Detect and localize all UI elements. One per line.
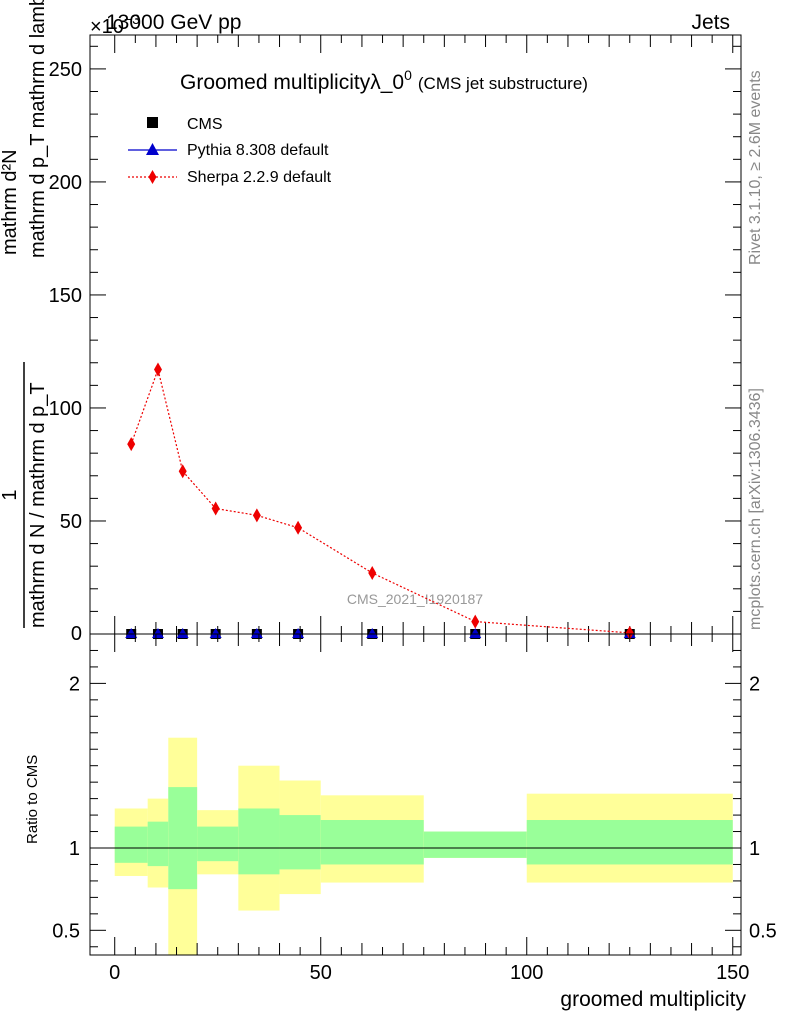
exponent-label: ×10−3	[90, 11, 140, 38]
ratio-y-tick-label: 2	[69, 673, 80, 695]
mcplots-label: mcplots.cern.ch [arXiv:1306.3436]	[747, 388, 764, 630]
pythia-point	[469, 628, 482, 638]
ratio-y-tick-label-right: 2	[749, 673, 760, 695]
chart-title-sup: 0	[404, 67, 412, 83]
sherpa-point	[252, 508, 261, 523]
ratio-inner-band	[168, 787, 198, 890]
x-tick-label: 150	[716, 962, 749, 984]
exponent-power: −3	[124, 11, 140, 27]
pythia-point	[151, 628, 164, 638]
main-y-tick-label: 100	[49, 398, 82, 420]
main-y-axis-label: 1 mathrm d²N mathrm d p_T mathrm d lambd…	[0, 0, 49, 628]
ratio-inner-band	[114, 826, 148, 863]
legend-item-cms: CMS	[147, 116, 223, 133]
sherpa-point	[368, 565, 377, 580]
main-y-tick-label-zero: 0	[71, 623, 82, 645]
ratio-y-tick-labels: 0.5 0.5 1 1 2 2	[52, 673, 777, 942]
legend-item-sherpa: Sherpa 2.2.9 default	[128, 169, 332, 186]
main-y-tick-label: 50	[60, 511, 82, 533]
y-label-fraction-one: 1	[0, 489, 21, 500]
sherpa-point	[178, 464, 187, 479]
legend: CMS Pythia 8.308 default Sherpa 2.2.9 de…	[128, 116, 332, 186]
x-tick-label: 0	[109, 962, 120, 984]
process-label: Jets	[691, 11, 730, 34]
legend-cms-label: CMS	[187, 116, 223, 133]
sherpa-point	[294, 520, 303, 535]
ratio-y-axis-label: Ratio to CMS	[24, 755, 41, 844]
legend-sherpa-marker	[148, 170, 157, 184]
ratio-inner-band	[197, 826, 239, 862]
y-label-left: mathrm d N / mathrm d p_T	[27, 382, 49, 628]
pythia-point	[366, 628, 379, 638]
ratio-inner-band	[147, 821, 169, 867]
x-axis-label: groomed multiplicity	[560, 988, 746, 1011]
x-tick-labels: 0 50 100 150	[109, 962, 749, 984]
ratio-inner-band	[238, 808, 280, 875]
ratio-y-tick-label-right: 1	[749, 838, 760, 860]
ratio-inner-band	[320, 820, 424, 865]
sherpa-point	[471, 614, 480, 629]
chart-subtitle: (CMS jet substructure)	[418, 74, 588, 93]
chart-title-main: Groomed multiplicityλ_0	[180, 71, 404, 94]
legend-cms-marker	[147, 117, 158, 128]
analysis-watermark: CMS_2021_I1920187	[347, 591, 483, 607]
rivet-label: Rivet 3.1.10, ≥ 2.6M events	[747, 70, 764, 265]
sherpa-point	[211, 501, 220, 516]
legend-pythia-marker	[146, 143, 159, 155]
ratio-y-tick-label: 0.5	[52, 920, 80, 942]
exponent-base: ×10	[90, 16, 124, 38]
ratio-y-tick-label-right: 0.5	[749, 920, 777, 942]
legend-item-pythia: Pythia 8.308 default	[128, 142, 329, 159]
ratio-bands-layer	[114, 737, 733, 955]
ratio-inner-band	[423, 831, 527, 858]
pythia-point	[250, 628, 263, 638]
legend-pythia-label: Pythia 8.308 default	[187, 142, 329, 159]
ratio-axis-ticks	[90, 634, 741, 955]
main-y-tick-labels: 50 100 150 200 250 0	[49, 59, 82, 645]
ratio-inner-band	[279, 815, 321, 870]
ratio-plot-frame	[89, 633, 742, 956]
y-label-denominator-full: mathrm d p_T mathrm d lambda	[27, 0, 49, 258]
pythia-point	[176, 628, 189, 638]
pythia-point	[209, 628, 222, 638]
main-y-tick-label: 150	[49, 285, 82, 307]
energy-label: 13000 GeV pp	[106, 11, 241, 34]
legend-sherpa-label: Sherpa 2.2.9 default	[187, 169, 332, 186]
main-y-tick-label: 200	[49, 172, 82, 194]
chart-title: Groomed multiplicityλ_00 (CMS jet substru…	[180, 67, 588, 94]
ratio-inner-band	[526, 820, 733, 865]
ratio-y-tick-label: 1	[69, 838, 80, 860]
main-y-tick-label: 250	[49, 59, 82, 81]
main-axis-ticks	[90, 35, 741, 635]
x-tick-label: 50	[310, 962, 332, 984]
sherpa-point	[625, 625, 634, 640]
y-label-numerator: mathrm d²N	[0, 149, 21, 255]
pythia-point	[125, 628, 138, 638]
sherpa-point	[127, 437, 136, 452]
x-tick-label: 100	[510, 962, 543, 984]
pythia-point	[292, 628, 305, 638]
sherpa-point	[153, 362, 162, 377]
sherpa-line	[130, 367, 630, 634]
